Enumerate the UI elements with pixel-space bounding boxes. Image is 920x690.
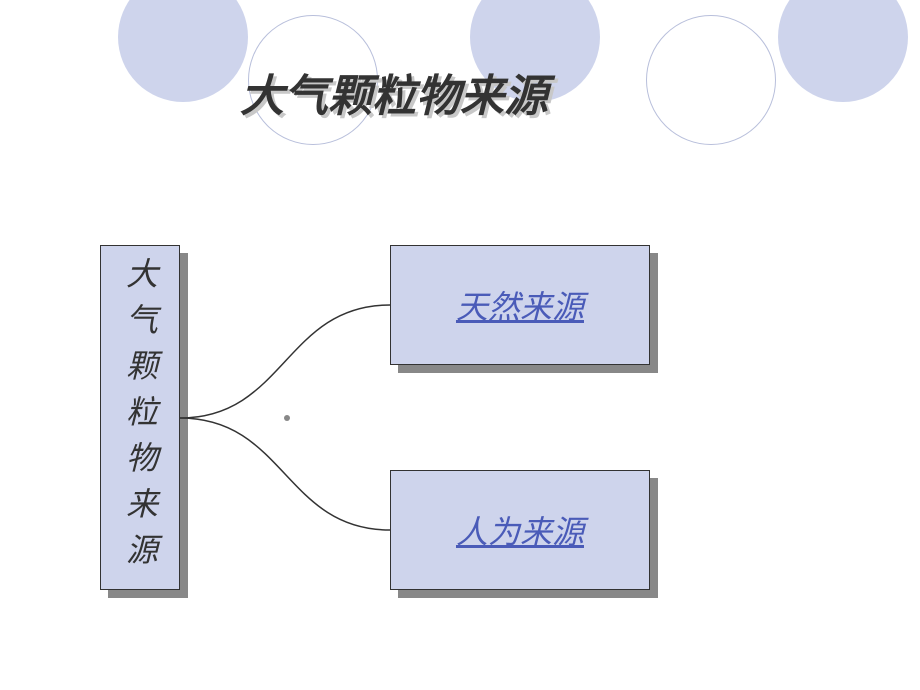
child-box-1-label: 天然来源: [456, 282, 584, 328]
child-box-human[interactable]: 人为来源: [390, 470, 650, 590]
child-box-2-label: 人为来源: [456, 507, 584, 553]
child-box-natural[interactable]: 天然来源: [390, 245, 650, 365]
center-dot: [284, 415, 290, 421]
